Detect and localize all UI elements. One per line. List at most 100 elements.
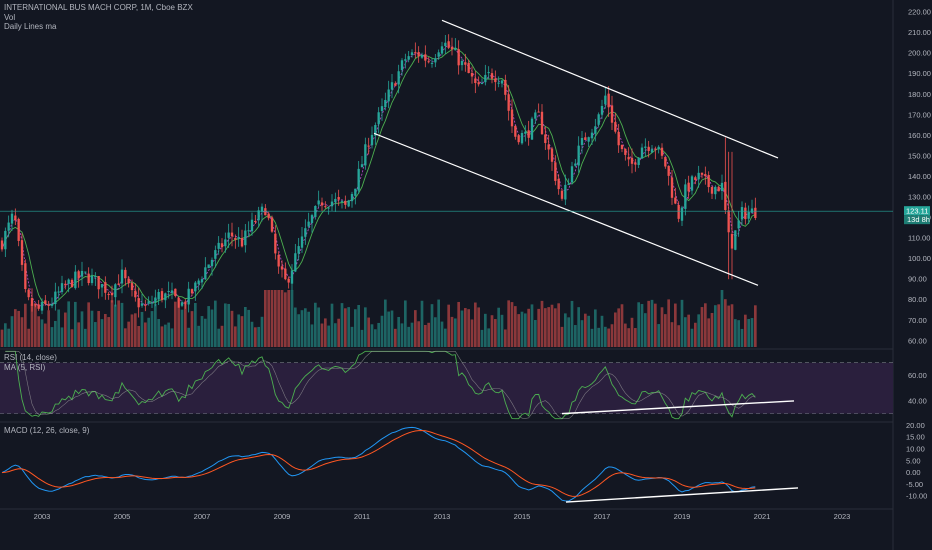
volume-bar xyxy=(417,321,420,347)
candle-body xyxy=(664,157,667,167)
candle-body xyxy=(430,62,434,64)
volume-bar xyxy=(340,303,344,347)
volume-bar xyxy=(164,324,167,347)
candle-body xyxy=(140,303,144,306)
candle-body xyxy=(670,177,674,198)
candle-body xyxy=(617,131,620,146)
candle-body xyxy=(94,275,97,277)
candle-body xyxy=(14,215,17,221)
candle-body xyxy=(444,42,447,46)
time-axis-tick: 2013 xyxy=(434,512,451,521)
candle-body xyxy=(230,232,234,237)
volume-bar xyxy=(710,312,714,347)
volume-bar xyxy=(44,323,47,347)
volume-bar xyxy=(34,303,37,347)
candle-body xyxy=(4,230,7,250)
candle-body xyxy=(517,135,520,143)
volume-bar xyxy=(124,328,127,347)
candle-body xyxy=(594,126,597,134)
volume-bar xyxy=(624,323,627,347)
volume-bar xyxy=(210,309,214,347)
volume-bar xyxy=(177,307,180,347)
price-axis-tick: 150.00 xyxy=(908,151,931,160)
candle-body xyxy=(397,71,400,85)
volume-bar xyxy=(747,318,750,347)
volume-bar xyxy=(120,302,124,347)
volume-bar xyxy=(74,301,77,347)
macd-axis-tick: 15.00 xyxy=(906,433,925,442)
candle-body xyxy=(500,80,504,84)
candle-body xyxy=(550,148,554,162)
price-axis-tick: 100.00 xyxy=(908,254,931,263)
candle-body xyxy=(200,279,204,283)
volume-bar xyxy=(407,326,410,347)
rsi-axis-tick: 60.00 xyxy=(908,371,927,380)
volume-bar xyxy=(310,324,314,347)
candle-body xyxy=(67,279,70,284)
volume-bar xyxy=(740,328,744,347)
volume-bar xyxy=(174,301,177,347)
volume-bar xyxy=(430,304,434,347)
candle-body xyxy=(480,82,484,85)
candle-body xyxy=(570,166,574,183)
volume-bar xyxy=(607,328,610,347)
candle-body xyxy=(580,137,584,145)
candle-body xyxy=(37,304,40,309)
candle-body xyxy=(610,105,614,123)
candle-body xyxy=(690,176,694,191)
candle-body xyxy=(507,94,510,111)
candle-body xyxy=(537,111,540,113)
volume-bar xyxy=(667,299,670,347)
volume-bar xyxy=(544,308,547,347)
candle-body xyxy=(527,130,530,138)
volume-bar xyxy=(634,328,637,347)
candle-body xyxy=(167,290,170,292)
candle-body xyxy=(337,197,340,200)
price-axis-tick: 170.00 xyxy=(908,110,931,119)
candle-body xyxy=(367,145,370,147)
macd-axis-tick: 10.00 xyxy=(906,444,925,453)
volume-bar xyxy=(57,309,60,347)
candle-body xyxy=(547,144,550,150)
candle-body xyxy=(70,279,74,287)
candle-body xyxy=(624,148,627,155)
volume-bar xyxy=(530,304,534,347)
time-axis-tick: 2019 xyxy=(674,512,691,521)
candle-body xyxy=(350,193,354,202)
volume-bar xyxy=(10,316,14,347)
candle-body xyxy=(197,280,200,285)
candle-body xyxy=(477,82,480,85)
volume-bar xyxy=(134,313,137,347)
volume-bar xyxy=(24,303,27,347)
candle-body xyxy=(264,208,267,216)
candle-body xyxy=(214,250,217,259)
volume-bar xyxy=(567,317,570,347)
candle-body xyxy=(497,82,500,84)
volume-bar xyxy=(257,326,260,347)
volume-bar xyxy=(547,307,550,347)
candle-body xyxy=(57,291,60,293)
candle-body xyxy=(510,109,514,127)
volume-bar xyxy=(230,310,234,347)
volume-bar xyxy=(487,328,490,347)
volume-bar xyxy=(427,322,430,347)
price-axis-tick: 200.00 xyxy=(908,49,931,58)
volume-bar xyxy=(67,301,70,347)
candle-body xyxy=(484,74,487,83)
candle-body xyxy=(560,190,564,199)
candle-body xyxy=(130,283,134,291)
volume-bar xyxy=(594,309,597,347)
time-axis-tick: 2009 xyxy=(274,512,291,521)
volume-bar xyxy=(290,290,294,347)
candle-body xyxy=(274,233,277,254)
candle-body xyxy=(380,106,384,111)
candle-body xyxy=(147,301,150,304)
channel-lower-trendline xyxy=(373,132,759,286)
volume-bar xyxy=(260,316,264,347)
price-axis-tick: 140.00 xyxy=(908,172,931,181)
volume-bar xyxy=(447,304,450,347)
candle-body xyxy=(27,289,30,298)
candle-body xyxy=(144,304,147,306)
volume-bar xyxy=(500,314,504,347)
